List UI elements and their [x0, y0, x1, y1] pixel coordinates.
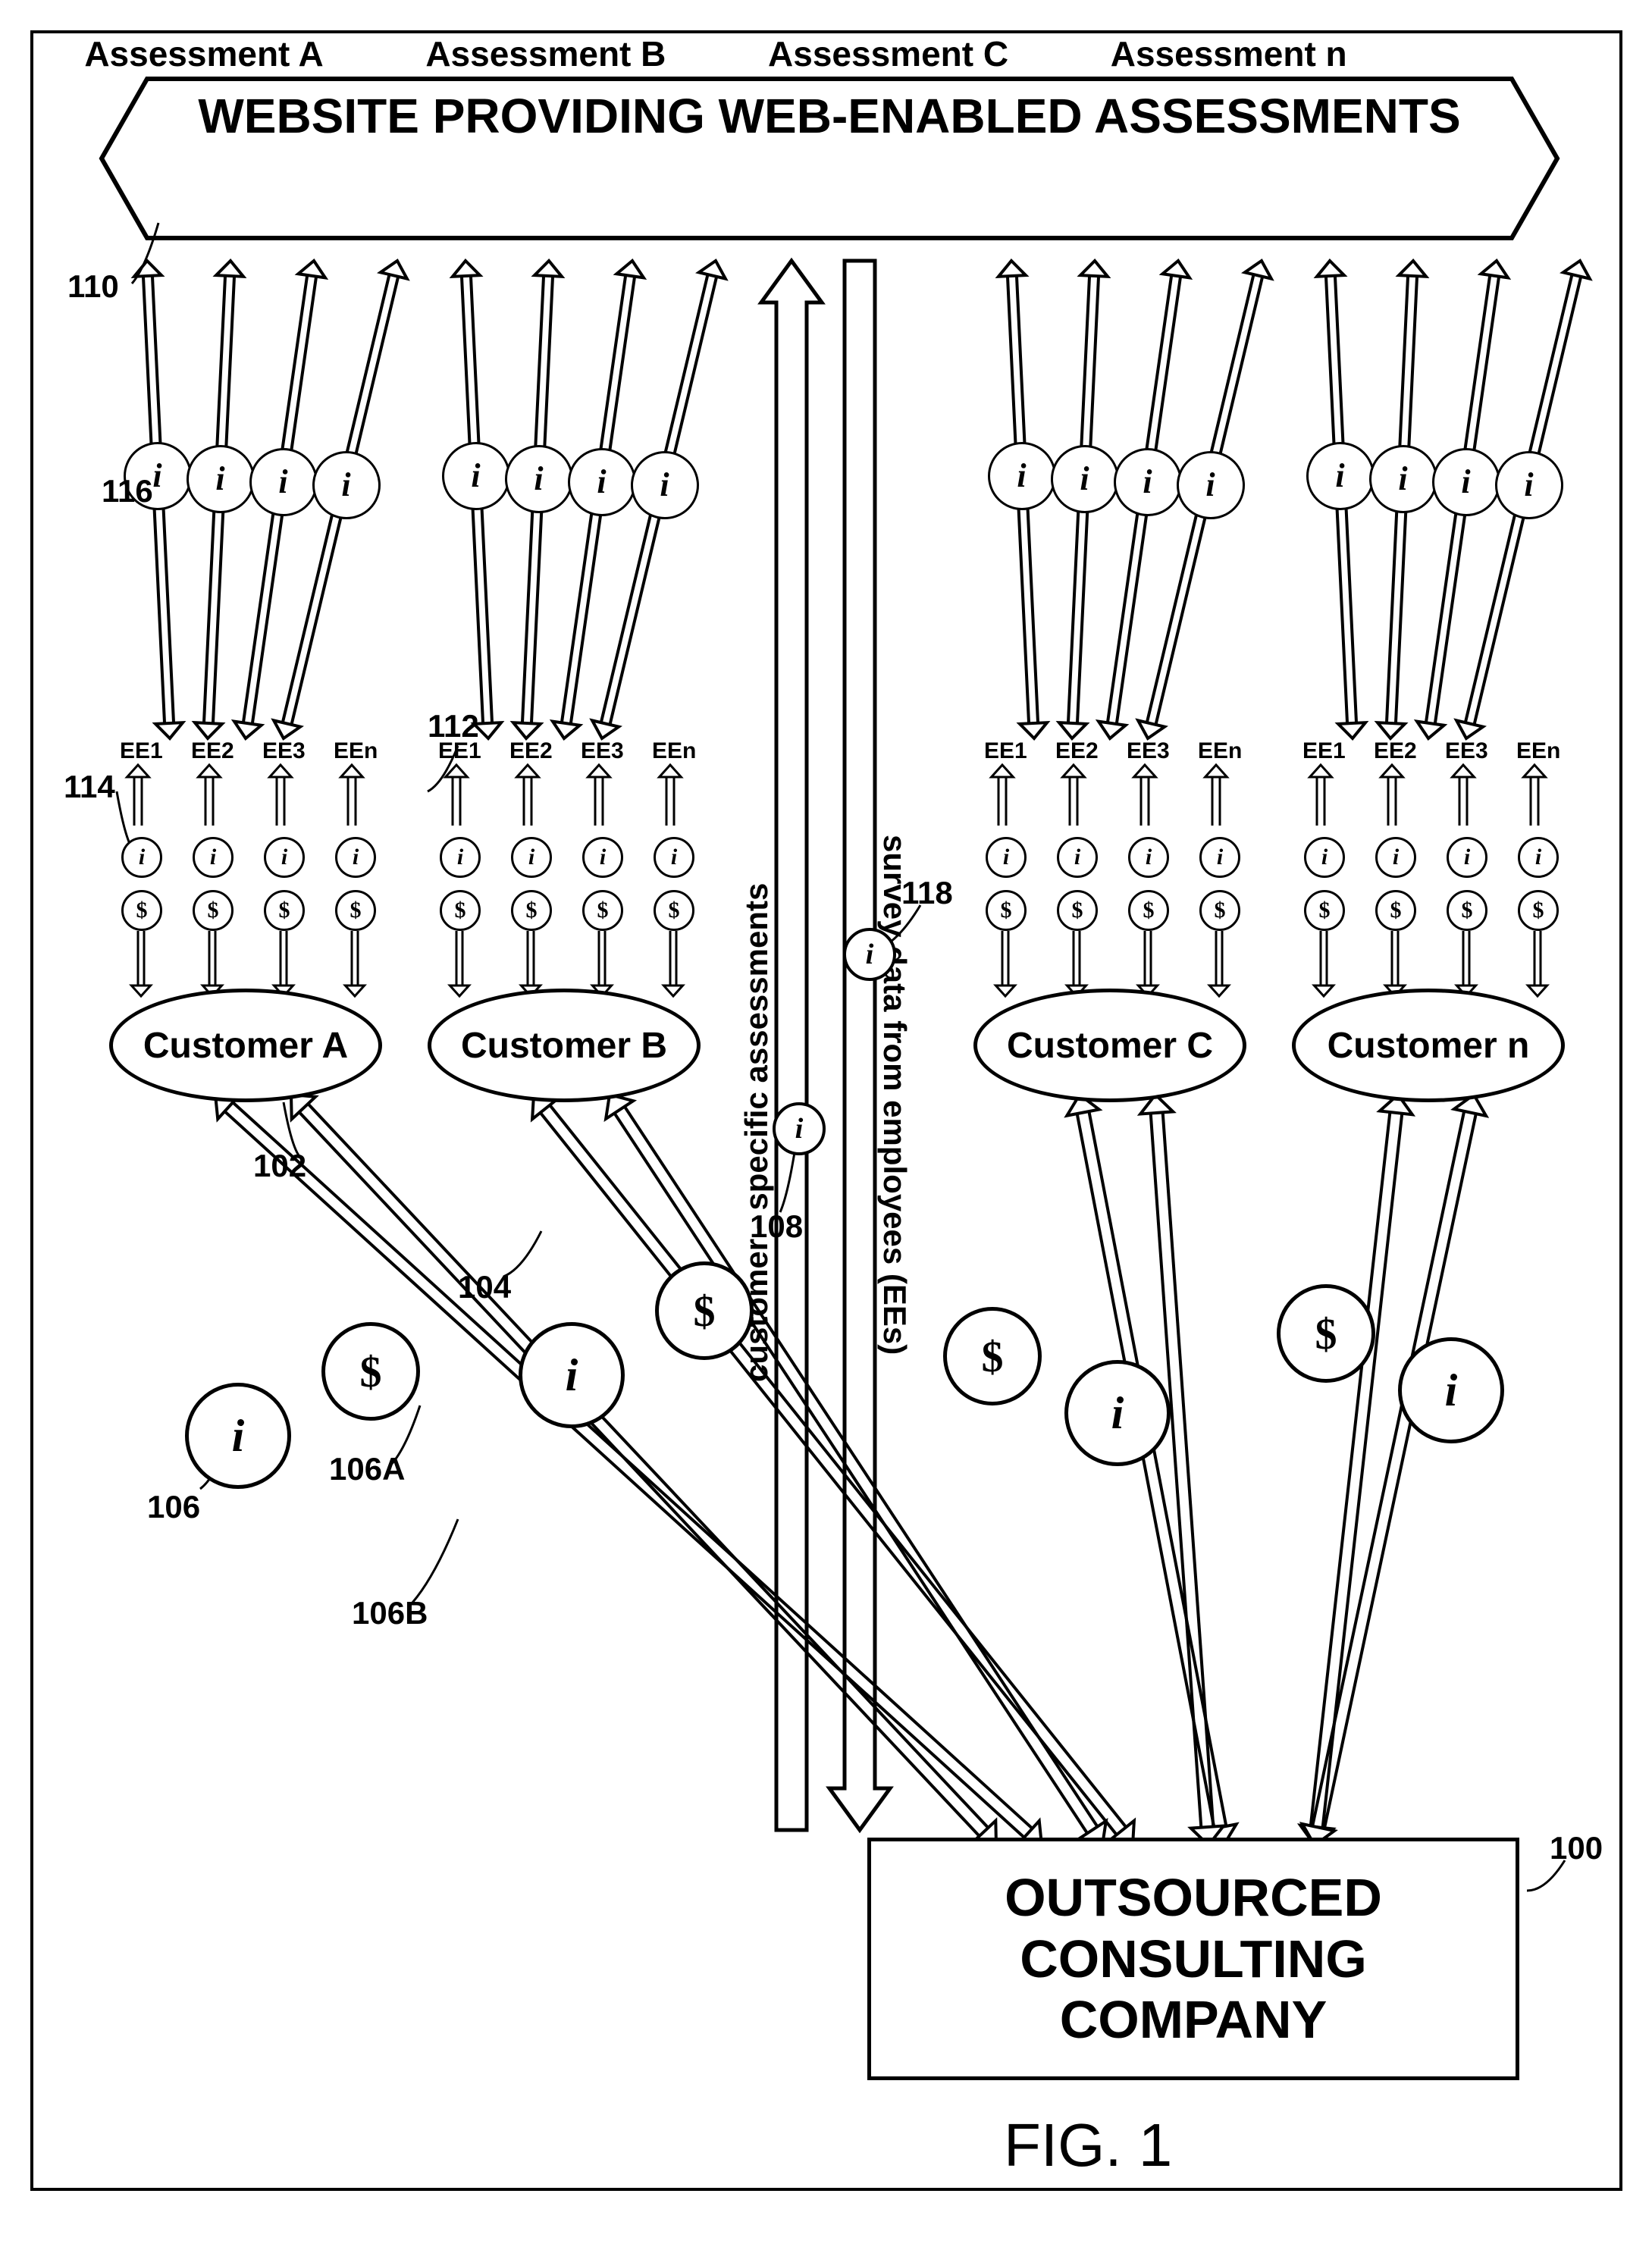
- info-icon: i: [1306, 442, 1375, 510]
- customer-oval: Customer A: [109, 989, 382, 1102]
- info-icon: i: [1057, 837, 1098, 878]
- reference-number: 108: [750, 1208, 803, 1245]
- info-icon: i: [249, 448, 318, 516]
- dollar-icon: $: [1057, 890, 1098, 931]
- info-icon: i: [1495, 451, 1563, 519]
- dollar-icon: $: [193, 890, 234, 931]
- info-icon: i: [1114, 448, 1182, 516]
- dollar-icon: $: [1128, 890, 1169, 931]
- center-down-label: survey data from employees (EEs): [876, 488, 913, 1701]
- info-icon: i: [121, 837, 162, 878]
- ee-label: EE2: [1055, 738, 1099, 764]
- dollar-icon: $: [654, 890, 694, 931]
- reference-number: 116: [102, 473, 153, 509]
- reference-number: 110: [67, 268, 119, 305]
- dollar-icon: $: [321, 1322, 420, 1421]
- dollar-icon: $: [440, 890, 481, 931]
- reference-number: 106: [147, 1489, 200, 1525]
- dollar-icon: $: [943, 1307, 1042, 1405]
- outsourced-box-line: CONSULTING: [871, 1929, 1516, 1990]
- dollar-icon: $: [986, 890, 1027, 931]
- reference-number: 104: [458, 1269, 511, 1305]
- ee-label: EE1: [120, 738, 163, 764]
- info-icon: i: [1398, 1337, 1504, 1443]
- ee-label: EE2: [509, 738, 553, 764]
- reference-number: 118: [901, 875, 953, 911]
- info-icon: i: [773, 1102, 826, 1155]
- ee-label: EE3: [1445, 738, 1488, 764]
- ee-label: EEn: [1516, 738, 1560, 764]
- outsourced-box-line: COMPANY: [871, 1989, 1516, 2051]
- dollar-icon: $: [1518, 890, 1559, 931]
- reference-number: 100: [1550, 1830, 1603, 1866]
- info-icon: i: [185, 1383, 291, 1489]
- info-icon: i: [1128, 837, 1169, 878]
- info-icon: i: [193, 837, 234, 878]
- reference-number: 114: [64, 769, 115, 805]
- center-up-label: customer - specific assessments: [738, 564, 775, 1701]
- info-icon: i: [505, 445, 573, 513]
- info-icon: i: [1375, 837, 1416, 878]
- info-icon: i: [1199, 837, 1240, 878]
- dollar-icon: $: [1447, 890, 1487, 931]
- customer-oval: Customer B: [428, 989, 701, 1102]
- ee-label: EE1: [1302, 738, 1346, 764]
- dollar-icon: $: [655, 1261, 754, 1360]
- info-icon: i: [986, 837, 1027, 878]
- ee-label: EE2: [1374, 738, 1417, 764]
- customer-oval: Customer C: [973, 989, 1246, 1102]
- dollar-icon: $: [1199, 890, 1240, 931]
- ee-label: EE3: [262, 738, 306, 764]
- info-icon: i: [519, 1322, 625, 1428]
- info-icon: i: [312, 451, 381, 519]
- dollar-icon: $: [582, 890, 623, 931]
- info-icon: i: [1304, 837, 1345, 878]
- info-icon: i: [511, 837, 552, 878]
- ee-label: EEn: [1198, 738, 1242, 764]
- info-icon: i: [1518, 837, 1559, 878]
- info-icon: i: [440, 837, 481, 878]
- ee-label: EEn: [652, 738, 696, 764]
- ee-label: EEn: [334, 738, 378, 764]
- outsourced-company-box: OUTSOURCEDCONSULTINGCOMPANY: [867, 1838, 1519, 2080]
- info-icon: i: [442, 442, 510, 510]
- info-icon: i: [1432, 448, 1500, 516]
- reference-number: 106B: [352, 1595, 428, 1631]
- ee-label: EE3: [581, 738, 624, 764]
- dollar-icon: $: [1277, 1284, 1375, 1383]
- banner-title: WEBSITE PROVIDING WEB-ENABLED ASSESSMENT…: [102, 88, 1557, 144]
- info-icon: i: [654, 837, 694, 878]
- info-icon: i: [1051, 445, 1119, 513]
- reference-number: 102: [253, 1148, 306, 1184]
- info-icon: i: [843, 928, 896, 981]
- info-icon: i: [187, 445, 255, 513]
- dollar-icon: $: [264, 890, 305, 931]
- info-icon: i: [568, 448, 636, 516]
- outsourced-box-line: OUTSOURCED: [871, 1867, 1516, 1929]
- info-icon: i: [1369, 445, 1437, 513]
- customer-oval: Customer n: [1292, 989, 1565, 1102]
- dollar-icon: $: [335, 890, 376, 931]
- info-icon: i: [264, 837, 305, 878]
- figure-label: FIG. 1: [1004, 2111, 1172, 2180]
- info-icon: i: [1064, 1360, 1171, 1466]
- info-icon: i: [631, 451, 699, 519]
- ee-label: EE1: [984, 738, 1027, 764]
- ee-label: EE2: [191, 738, 234, 764]
- info-icon: i: [582, 837, 623, 878]
- ee-label: EE3: [1127, 738, 1170, 764]
- reference-number: 112: [428, 708, 479, 744]
- dollar-icon: $: [1375, 890, 1416, 931]
- info-icon: i: [1177, 451, 1245, 519]
- dollar-icon: $: [121, 890, 162, 931]
- info-icon: i: [988, 442, 1056, 510]
- dollar-icon: $: [1304, 890, 1345, 931]
- reference-number: 106A: [329, 1451, 405, 1487]
- info-icon: i: [335, 837, 376, 878]
- dollar-icon: $: [511, 890, 552, 931]
- info-icon: i: [1447, 837, 1487, 878]
